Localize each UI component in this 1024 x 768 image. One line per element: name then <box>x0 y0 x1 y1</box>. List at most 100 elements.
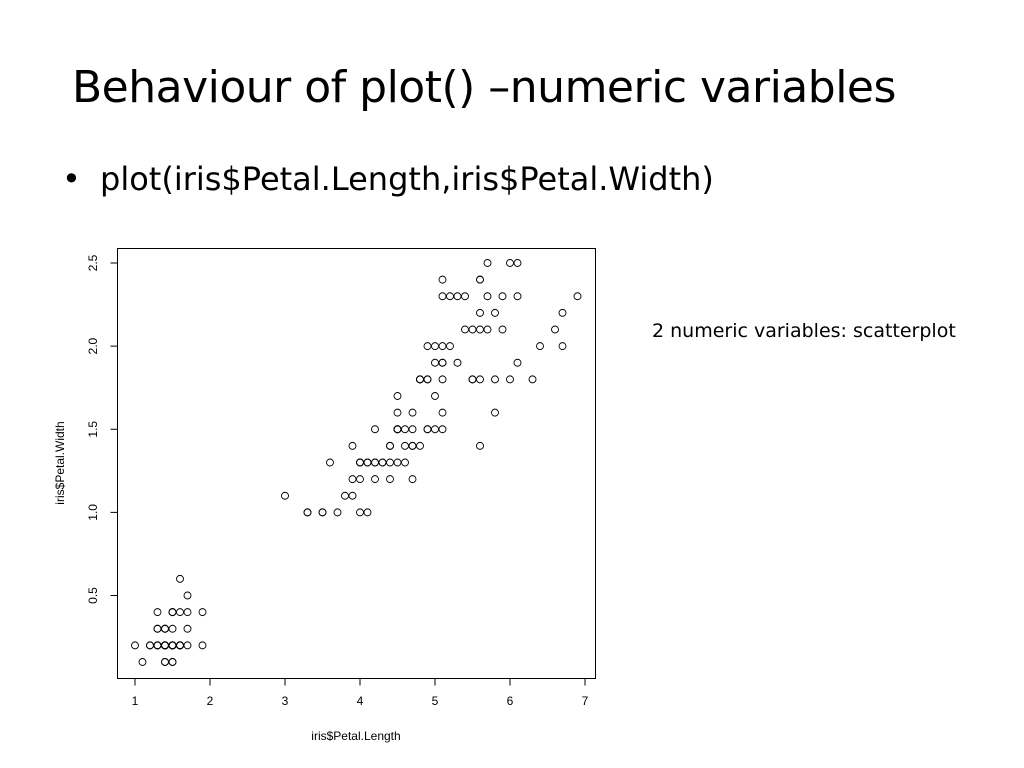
data-point <box>378 458 387 467</box>
data-point <box>408 441 417 450</box>
data-point <box>198 608 207 617</box>
data-point <box>461 325 469 334</box>
data-point <box>303 508 312 517</box>
data-point <box>386 441 394 450</box>
data-point <box>176 574 184 583</box>
data-point <box>168 641 177 650</box>
data-point <box>506 259 514 267</box>
data-point <box>423 375 432 384</box>
data-point <box>281 491 289 500</box>
data-point <box>453 358 462 367</box>
data-point <box>176 641 184 650</box>
data-point <box>356 508 364 517</box>
data-point <box>183 608 192 617</box>
data-point <box>326 458 334 467</box>
data-point <box>161 641 169 650</box>
data-point <box>498 325 507 334</box>
data-point <box>146 641 154 650</box>
data-point <box>176 608 184 617</box>
data-point <box>341 491 349 500</box>
data-point <box>446 342 454 351</box>
data-point <box>153 641 162 650</box>
data-point <box>416 441 424 450</box>
data-point <box>438 275 447 284</box>
data-point <box>416 375 424 384</box>
slide-title: Behaviour of plot() –numeric variables <box>72 62 896 113</box>
data-point <box>513 358 522 367</box>
data-point <box>393 458 402 467</box>
x-tick-label: 5 <box>432 694 439 708</box>
data-point <box>476 308 484 317</box>
y-tick-label: 2.5 <box>86 254 100 271</box>
side-note: 2 numeric variables: scatterplot <box>652 320 956 342</box>
data-point <box>476 325 484 334</box>
data-point <box>401 458 409 467</box>
bullet-symbol: • <box>62 160 81 198</box>
x-tick-label: 6 <box>507 694 514 708</box>
data-point <box>558 342 567 351</box>
data-point <box>348 491 357 500</box>
data-point <box>393 392 402 400</box>
data-point <box>131 641 139 650</box>
data-point <box>513 292 522 301</box>
y-tick-label: 2.0 <box>86 337 100 354</box>
data-point <box>476 275 484 284</box>
y-tick-label: 1.0 <box>86 504 100 521</box>
data-point <box>431 358 439 367</box>
data-point <box>468 375 477 384</box>
data-point <box>408 425 417 434</box>
data-point <box>438 425 447 434</box>
data-point <box>356 458 364 467</box>
data-point <box>513 259 522 267</box>
data-point <box>393 425 402 434</box>
x-axis-label: iris$Petal.Length <box>311 729 400 743</box>
data-point <box>438 375 447 384</box>
data-point <box>363 508 372 517</box>
data-point <box>468 325 477 334</box>
data-point <box>183 591 192 600</box>
x-tick-label: 1 <box>132 694 139 708</box>
data-point <box>401 441 409 450</box>
data-point <box>438 342 447 351</box>
x-tick-label: 7 <box>582 694 589 708</box>
data-point <box>431 425 439 434</box>
data-point <box>438 292 447 301</box>
data-point <box>461 292 469 301</box>
data-point <box>528 375 537 384</box>
data-point <box>168 658 177 666</box>
data-point <box>446 292 454 301</box>
x-tick-label: 2 <box>207 694 214 708</box>
data-point <box>491 308 499 317</box>
data-point <box>348 475 357 484</box>
data-point <box>491 408 499 417</box>
data-point <box>483 259 492 267</box>
data-point <box>393 408 402 417</box>
data-point <box>551 325 559 334</box>
data-points <box>131 259 582 666</box>
x-tick-label: 3 <box>282 694 289 708</box>
data-point <box>183 624 192 633</box>
data-point <box>386 458 394 467</box>
data-point <box>408 408 417 417</box>
data-point <box>348 441 357 450</box>
data-point <box>363 458 372 467</box>
y-tick-label: 1.5 <box>86 421 100 438</box>
data-point <box>476 441 484 450</box>
data-point <box>491 375 499 384</box>
data-point <box>483 325 492 334</box>
data-point <box>153 624 162 633</box>
data-point <box>153 608 162 617</box>
data-point <box>318 508 327 517</box>
data-point <box>183 641 192 650</box>
data-point <box>168 624 177 633</box>
data-point <box>431 392 439 400</box>
data-point <box>476 375 484 384</box>
data-point <box>573 292 582 301</box>
y-axis-label: iris$Petal.Width <box>53 421 67 504</box>
data-point <box>453 292 462 301</box>
x-axis: 1 2 3 4 5 6 7 <box>132 678 589 708</box>
data-point <box>438 358 447 367</box>
data-point <box>498 292 507 301</box>
data-point <box>138 658 147 666</box>
data-point <box>371 425 379 434</box>
